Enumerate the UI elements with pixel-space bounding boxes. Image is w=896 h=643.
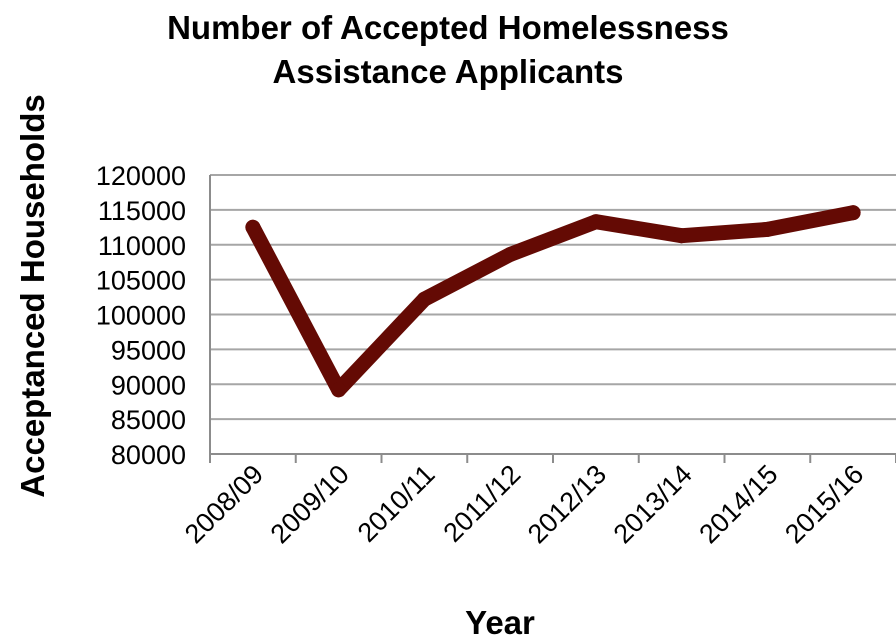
y-tick-labels: 80000 85000 90000 95000 100000 105000 110000 11… xyxy=(96,161,186,470)
chart-title-line-2: Assistance Applicants xyxy=(272,53,624,90)
x-tick-label: 2015/16 xyxy=(779,459,869,549)
series-line xyxy=(245,205,861,398)
x-tick-label: 2011/12 xyxy=(438,459,527,548)
x-tick-label: 2012/13 xyxy=(522,459,612,549)
data-point xyxy=(502,247,518,262)
chart-title-line-1: Number of Accepted Homelessness xyxy=(167,9,729,46)
data-point xyxy=(245,219,261,235)
y-tick-label: 85000 xyxy=(111,405,186,435)
y-tick-label: 105000 xyxy=(96,266,186,296)
y-tick-label: 100000 xyxy=(96,301,186,331)
x-tick-label: 2014/15 xyxy=(693,459,783,549)
x-tick-label: 2010/11 xyxy=(352,459,441,548)
data-point xyxy=(759,221,775,237)
y-tick-label: 95000 xyxy=(111,335,186,365)
data-point xyxy=(588,214,604,230)
y-tick-label: 110000 xyxy=(98,231,186,261)
data-point xyxy=(845,205,861,221)
series-layer xyxy=(245,205,861,398)
data-point xyxy=(416,291,432,307)
x-tick-label: 2009/10 xyxy=(265,459,355,549)
x-axis-title: Year xyxy=(465,604,535,641)
x-tick-label: 2008/09 xyxy=(179,459,269,549)
axes xyxy=(209,175,896,463)
x-tick-labels: 2008/092009/102010/112011/122012/132013/… xyxy=(179,459,869,549)
y-axis-title: Acceptanced Households xyxy=(14,94,51,497)
data-point xyxy=(331,382,347,398)
y-tick-label: 90000 xyxy=(111,370,186,400)
x-tick-label: 2013/14 xyxy=(608,459,698,549)
chart-title: Number of Accepted Homelessness Assistan… xyxy=(0,6,896,94)
y-tick-label: 80000 xyxy=(111,440,186,470)
y-tick-label: 115000 xyxy=(98,196,186,226)
y-tick-label: 120000 xyxy=(96,161,186,191)
data-point xyxy=(674,228,690,244)
gridlines xyxy=(210,174,896,421)
